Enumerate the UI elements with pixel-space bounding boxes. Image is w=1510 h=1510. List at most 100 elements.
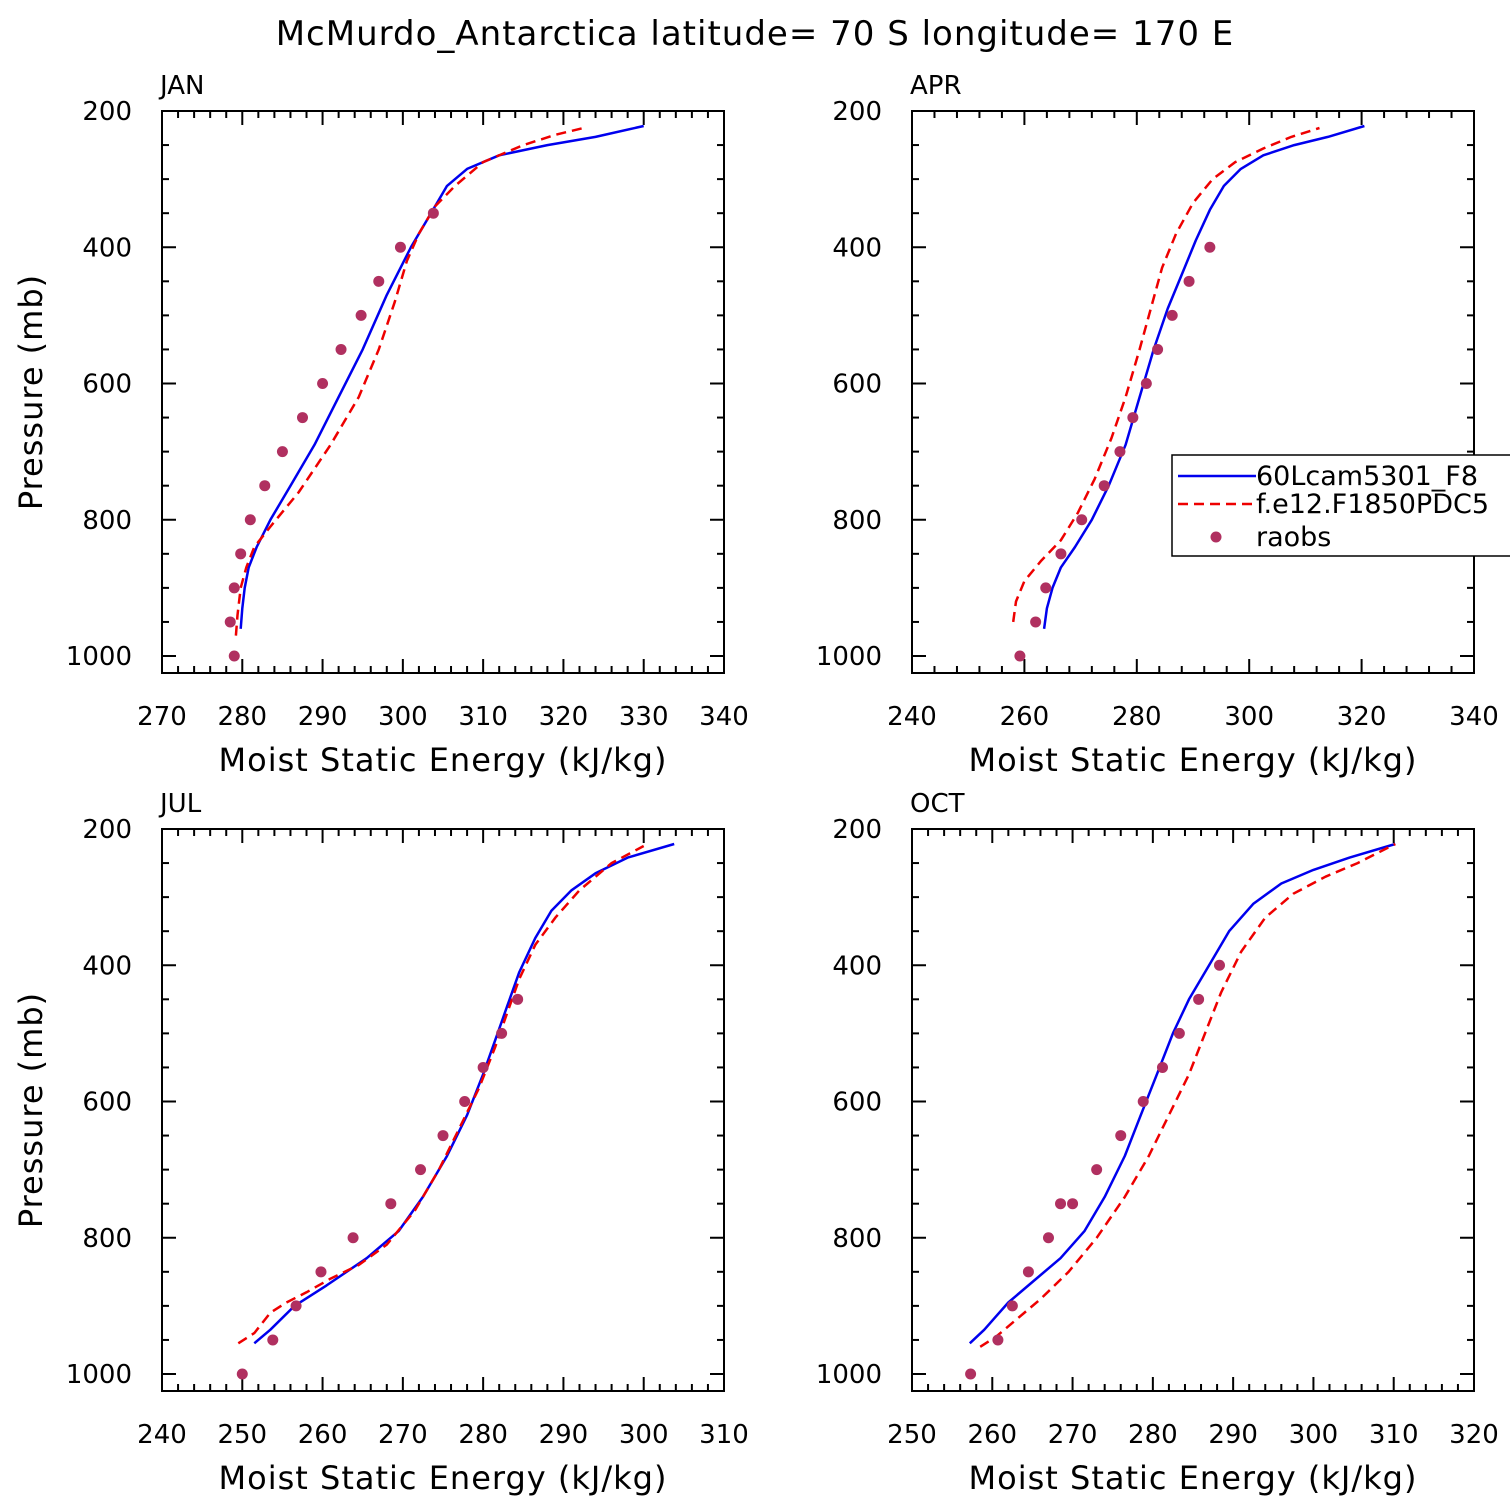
panel-apr: 240 260 280 300 320 340 200 400 600 800 1000 APR Moi… bbox=[816, 71, 1499, 779]
x-tick-label: 260 bbox=[298, 1420, 348, 1450]
raobs-point bbox=[1156, 1061, 1168, 1073]
y-tick-label: 200 bbox=[832, 815, 882, 845]
raobs-point bbox=[259, 480, 271, 492]
raobs-point bbox=[385, 1198, 397, 1210]
raobs-point bbox=[236, 1368, 248, 1380]
raobs-point bbox=[1173, 1027, 1185, 1039]
raobs-point bbox=[1127, 412, 1139, 424]
legend-label: 60Lcam5301_F8 bbox=[1256, 461, 1478, 492]
legend-label: raobs bbox=[1256, 522, 1331, 553]
x-tick-label: 330 bbox=[619, 702, 669, 732]
y-axis-title: Pressure (mb) bbox=[12, 274, 50, 510]
y-tick-label: 400 bbox=[82, 951, 132, 981]
raobs-point bbox=[297, 412, 308, 424]
raobs-point bbox=[1137, 1096, 1149, 1107]
raobs-point bbox=[1076, 514, 1088, 526]
y-tick-label: 800 bbox=[82, 506, 132, 536]
x-tick-label: 320 bbox=[1337, 702, 1387, 732]
raobs-point bbox=[1213, 959, 1225, 971]
legend-box bbox=[1171, 454, 1510, 557]
x-tick-label: 280 bbox=[458, 1420, 508, 1450]
panel-jul: 240 250 260 270 280 290 300 310 200 400 600 800 1000… bbox=[12, 789, 749, 1497]
raobs-point bbox=[1183, 275, 1195, 287]
x-axis-title: Moist Static Energy (kJ/kg) bbox=[219, 1459, 668, 1497]
legend-raobs-marker bbox=[1210, 531, 1222, 543]
y-tick-label: 600 bbox=[832, 1088, 882, 1118]
panel-label: APR bbox=[910, 71, 962, 101]
x-tick-label: 300 bbox=[1289, 1420, 1339, 1450]
raobs-point bbox=[315, 1266, 327, 1278]
y-tick-label: 600 bbox=[832, 370, 882, 400]
y-tick-label: 400 bbox=[832, 951, 882, 981]
y-tick-label: 1000 bbox=[66, 1360, 132, 1390]
x-tick-label: 270 bbox=[1048, 1420, 1098, 1450]
plot-frame bbox=[161, 110, 725, 674]
x-tick-label: 240 bbox=[137, 1420, 187, 1450]
raobs-point bbox=[394, 241, 406, 253]
y-tick-label: 600 bbox=[82, 370, 132, 400]
raobs-point bbox=[267, 1334, 279, 1346]
raobs-point bbox=[1006, 1300, 1018, 1312]
raobs-point bbox=[1166, 309, 1178, 321]
raobs-point bbox=[437, 1130, 449, 1142]
x-tick-label: 260 bbox=[1000, 702, 1050, 732]
x-tick-label: 250 bbox=[887, 1420, 937, 1450]
x-tick-label: 300 bbox=[619, 1420, 669, 1450]
y-tick-label: 200 bbox=[82, 815, 132, 845]
x-tick-label: 340 bbox=[699, 702, 749, 732]
panel-jan: 270 280 290 300 310 320 330 340 200 400 600 800 1000… bbox=[12, 71, 749, 779]
raobs-point bbox=[1055, 1198, 1067, 1210]
series-line-60lcam5301 bbox=[239, 124, 644, 629]
raobs-point bbox=[1022, 1266, 1034, 1278]
x-tick-label: 310 bbox=[1369, 1420, 1419, 1450]
raobs-point bbox=[317, 378, 329, 389]
raobs-point bbox=[965, 1368, 977, 1380]
x-tick-label: 300 bbox=[1224, 702, 1274, 732]
raobs-point bbox=[992, 1334, 1004, 1346]
x-tick-label: 260 bbox=[967, 1420, 1017, 1450]
panel-oct: 250 260 270 280 290 300 310 320 200 400 600 800 1000… bbox=[816, 789, 1499, 1497]
raobs-point bbox=[228, 582, 240, 594]
x-tick-label: 310 bbox=[699, 1420, 749, 1450]
x-tick-label: 340 bbox=[1449, 702, 1499, 732]
series-line-60lcam5301 bbox=[1042, 124, 1365, 629]
y-tick-label: 400 bbox=[832, 233, 882, 263]
raobs-point bbox=[1098, 480, 1110, 492]
y-tick-label: 1000 bbox=[816, 642, 882, 672]
raobs-point bbox=[1030, 616, 1042, 628]
figure-title: McMurdo_Antarctica latitude= 70 S longit… bbox=[276, 14, 1235, 54]
raobs-point bbox=[415, 1164, 427, 1176]
y-tick-label: 200 bbox=[832, 97, 882, 127]
x-tick-label: 240 bbox=[887, 702, 937, 732]
y-tick-label: 800 bbox=[832, 1224, 882, 1254]
series-line-f-e12 bbox=[979, 842, 1396, 1348]
panels-group: 270 280 290 300 310 320 330 340 200 400 600 800 1000… bbox=[12, 71, 1499, 1497]
plot-frame bbox=[911, 110, 1475, 674]
panel-label: OCT bbox=[910, 789, 965, 819]
y-tick-label: 1000 bbox=[816, 1360, 882, 1390]
legend-label: f.e12.F1850PDC5 bbox=[1256, 489, 1489, 520]
y-tick-label: 1000 bbox=[66, 642, 132, 672]
series-line-f-e12 bbox=[1011, 126, 1320, 623]
raobs-point bbox=[335, 343, 347, 355]
y-tick-label: 200 bbox=[82, 97, 132, 127]
raobs-point bbox=[276, 446, 288, 458]
x-tick-label: 290 bbox=[539, 1420, 589, 1450]
raobs-point bbox=[244, 514, 256, 526]
x-tick-label: 320 bbox=[1449, 1420, 1499, 1450]
x-tick-label: 280 bbox=[217, 702, 267, 732]
x-tick-label: 300 bbox=[378, 702, 428, 732]
x-tick-label: 290 bbox=[1208, 1420, 1258, 1450]
raobs-point bbox=[1140, 378, 1152, 389]
raobs-point bbox=[1152, 343, 1164, 355]
raobs-point bbox=[1067, 1198, 1079, 1210]
y-tick-label: 400 bbox=[82, 233, 132, 263]
raobs-point bbox=[1014, 650, 1026, 662]
raobs-point bbox=[1114, 446, 1126, 458]
y-tick-label: 800 bbox=[832, 506, 882, 536]
series-line-60lcam5301 bbox=[253, 842, 675, 1345]
raobs-point bbox=[1204, 241, 1216, 253]
raobs-point bbox=[1042, 1232, 1054, 1244]
